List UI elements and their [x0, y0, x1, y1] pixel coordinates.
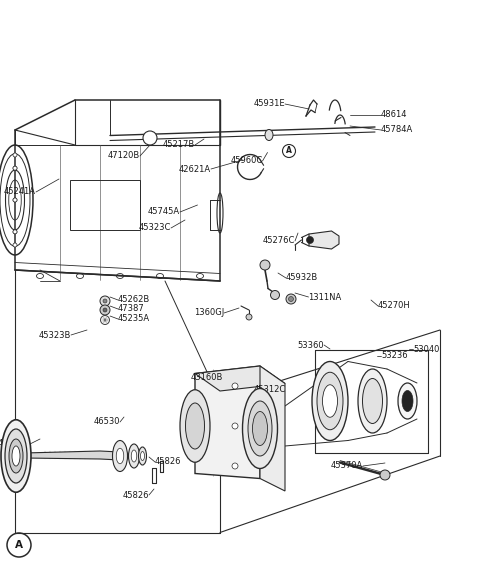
Text: 45323B: 45323B — [38, 331, 71, 339]
Text: 45241A: 45241A — [4, 187, 36, 197]
Ellipse shape — [323, 385, 337, 417]
Text: 42621A: 42621A — [179, 165, 211, 173]
Circle shape — [246, 314, 252, 320]
Circle shape — [260, 260, 270, 270]
Circle shape — [13, 230, 17, 234]
Ellipse shape — [129, 444, 140, 468]
Ellipse shape — [252, 411, 267, 445]
Circle shape — [100, 305, 110, 315]
Ellipse shape — [116, 448, 124, 464]
Text: 46530: 46530 — [94, 418, 120, 426]
Text: 45960C: 45960C — [230, 157, 263, 165]
Text: 48614: 48614 — [381, 111, 408, 119]
Ellipse shape — [180, 390, 210, 462]
Text: A: A — [286, 147, 292, 155]
Text: 45217B: 45217B — [163, 140, 195, 150]
Text: 47120B: 47120B — [108, 151, 140, 161]
Text: A: A — [15, 540, 23, 550]
Ellipse shape — [265, 129, 273, 140]
Circle shape — [103, 308, 107, 312]
Circle shape — [100, 296, 110, 306]
Circle shape — [13, 243, 17, 247]
Ellipse shape — [5, 429, 27, 483]
Text: 1311NA: 1311NA — [309, 292, 342, 302]
Ellipse shape — [1, 420, 31, 492]
Text: 43160B: 43160B — [191, 372, 223, 382]
Ellipse shape — [139, 447, 146, 465]
Text: 45932B: 45932B — [286, 274, 318, 282]
Ellipse shape — [9, 439, 23, 473]
Circle shape — [13, 198, 17, 202]
Ellipse shape — [317, 372, 343, 430]
Ellipse shape — [362, 379, 383, 423]
Polygon shape — [195, 366, 260, 478]
Circle shape — [100, 316, 109, 324]
Text: 45235A: 45235A — [118, 314, 150, 324]
Ellipse shape — [112, 440, 128, 472]
Circle shape — [288, 296, 293, 302]
Ellipse shape — [398, 383, 417, 419]
Circle shape — [271, 291, 279, 299]
Ellipse shape — [12, 446, 20, 466]
Text: 45262B: 45262B — [118, 295, 150, 305]
Ellipse shape — [358, 369, 387, 433]
Text: 53360: 53360 — [298, 340, 324, 350]
Text: 45745A: 45745A — [148, 208, 180, 216]
Text: 45826: 45826 — [122, 491, 149, 499]
Text: 45323C: 45323C — [139, 223, 171, 233]
Text: 45270H: 45270H — [378, 302, 411, 310]
Circle shape — [286, 294, 296, 304]
Ellipse shape — [141, 451, 144, 461]
Circle shape — [13, 230, 17, 234]
Circle shape — [13, 198, 17, 202]
Ellipse shape — [242, 389, 277, 469]
Ellipse shape — [380, 470, 390, 480]
Polygon shape — [260, 366, 285, 491]
Circle shape — [232, 383, 238, 389]
Polygon shape — [309, 231, 339, 249]
Circle shape — [13, 153, 17, 157]
Circle shape — [103, 299, 107, 303]
Text: 45784A: 45784A — [381, 125, 413, 135]
Circle shape — [13, 166, 17, 170]
Ellipse shape — [185, 403, 204, 449]
Text: 53236: 53236 — [381, 351, 408, 361]
Text: 45312C: 45312C — [254, 385, 286, 393]
Ellipse shape — [402, 390, 413, 411]
Circle shape — [307, 237, 313, 244]
Text: 45931E: 45931E — [253, 100, 285, 108]
Text: 1360GJ: 1360GJ — [194, 309, 224, 317]
Ellipse shape — [248, 401, 272, 456]
Ellipse shape — [131, 450, 137, 462]
Text: 45276C: 45276C — [263, 237, 295, 245]
Text: 47387: 47387 — [118, 304, 145, 314]
Polygon shape — [195, 366, 285, 391]
Text: 45370A: 45370A — [331, 462, 363, 470]
Circle shape — [13, 166, 17, 170]
Circle shape — [143, 131, 157, 145]
Ellipse shape — [312, 361, 348, 440]
Circle shape — [232, 463, 238, 469]
Text: 45810A: 45810A — [0, 440, 30, 448]
Circle shape — [232, 423, 238, 429]
Text: 45826: 45826 — [155, 458, 181, 466]
Text: 53040: 53040 — [413, 345, 439, 353]
Polygon shape — [24, 451, 120, 460]
